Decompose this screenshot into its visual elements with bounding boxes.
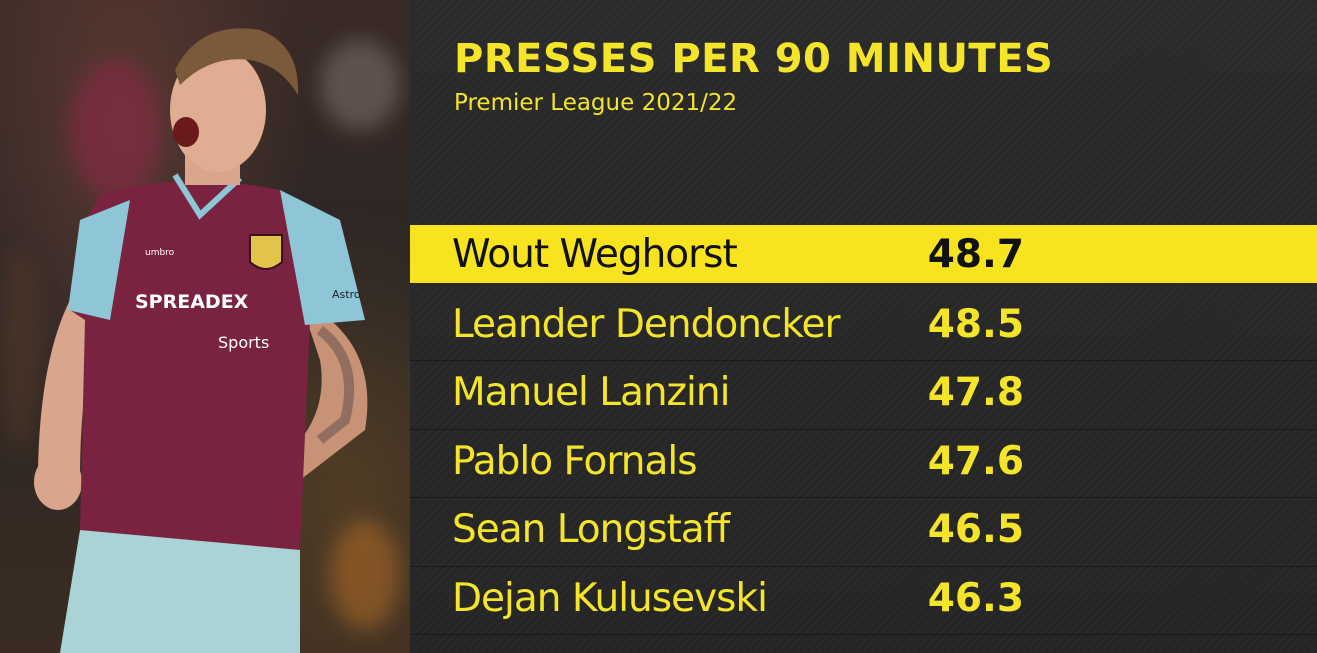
table-row: Leander Dendoncker 48.5 <box>410 293 1317 361</box>
shirt-sponsor-sub-text: Sports <box>218 333 269 352</box>
presses-value: 48.5 <box>927 301 1024 347</box>
chart-title: PRESSES PER 90 MINUTES <box>454 36 1054 82</box>
table-row: Sean Longstaff 46.5 <box>410 498 1317 567</box>
player-photo: SPREADEX Sports umbro Astro <box>0 0 410 653</box>
stats-panel: PRESSES PER 90 MINUTES Premier League 20… <box>410 0 1317 653</box>
chart-subtitle: Premier League 2021/22 <box>454 90 738 116</box>
player-name: Manuel Lanzini <box>452 370 730 415</box>
kit-maker-text: umbro <box>145 248 175 258</box>
table-row: Manuel Lanzini 47.8 <box>410 361 1317 430</box>
player-name: Dejan Kulusevski <box>452 575 768 621</box>
player-name: Sean Longstaff <box>452 507 730 552</box>
presses-value: 48.7 <box>927 232 1024 277</box>
player-name: Wout Weghorst <box>452 232 738 277</box>
presses-value: 46.3 <box>927 575 1024 621</box>
player-figure: SPREADEX Sports umbro Astro <box>34 28 368 653</box>
ranking-table: Wout Weghorst 48.7 Leander Dendoncker 48.5 M… <box>410 225 1317 635</box>
shirt-sponsor-text: SPREADEX <box>135 291 249 313</box>
table-row: Pablo Fornals 47.6 <box>410 430 1317 498</box>
player-name: Pablo Fornals <box>452 438 698 484</box>
player-name: Leander Dendoncker <box>452 301 841 347</box>
table-row: Wout Weghorst 48.7 <box>410 225 1317 283</box>
presses-value: 46.5 <box>927 507 1024 552</box>
sleeve-sponsor-text: Astro <box>332 288 361 301</box>
presses-value: 47.8 <box>927 370 1024 415</box>
presses-value: 47.6 <box>927 438 1024 484</box>
table-row: Dejan Kulusevski 46.3 <box>410 567 1317 635</box>
